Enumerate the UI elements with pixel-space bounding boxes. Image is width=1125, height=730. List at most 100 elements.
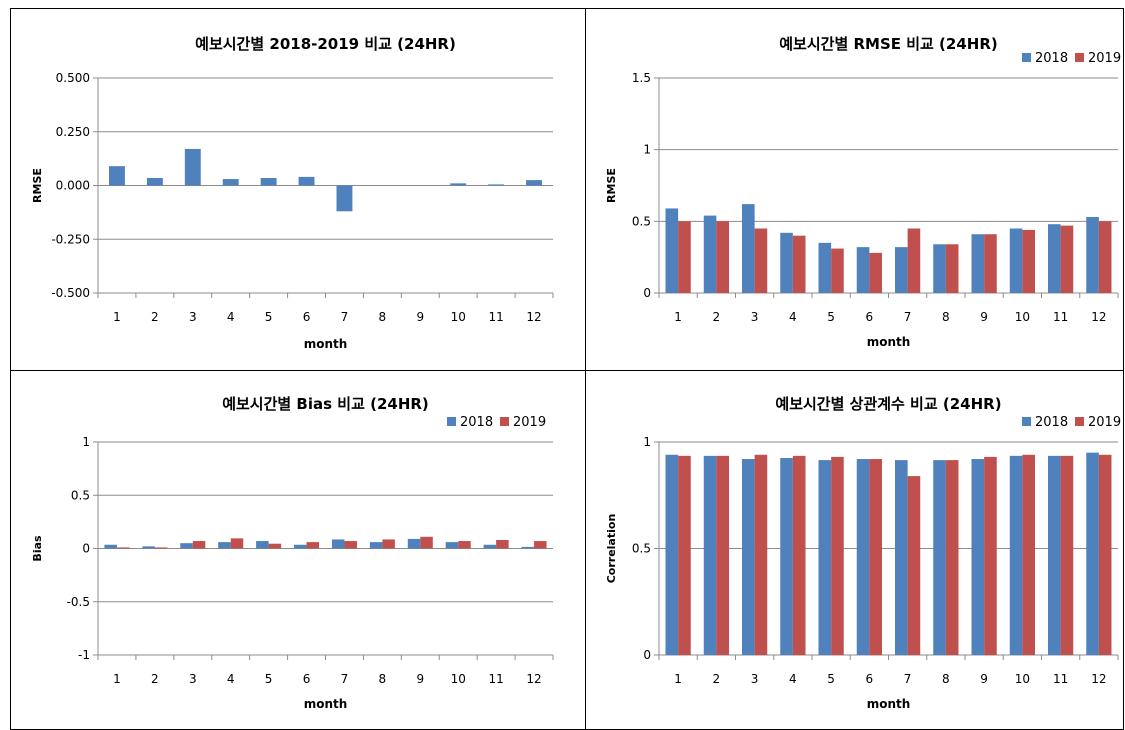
y-tick-label: 1 — [643, 143, 651, 157]
bar-2018-m10 — [1009, 228, 1023, 293]
bar-value-m5 — [260, 177, 277, 186]
y-tick-label: 0 — [643, 648, 651, 662]
x-tick-label: 2 — [151, 310, 159, 324]
chart-panel-rmse: 예보시간별 RMSE 비교 (24HR) 1.5 1 0.5 0 1 2 3 4 5 6 7 8 9 10 1… — [586, 9, 1123, 369]
x-tick-label: 4 — [227, 672, 235, 686]
chart-rmse-comparison: 예보시간별 RMSE 비교 (24HR)1.510.501 2 3 4 5 6 7 8 9 10 1… — [605, 35, 1121, 349]
x-tick-label: 8 — [942, 672, 950, 686]
y-axis-label: RMSE — [605, 168, 618, 203]
x-tick-label: 9 — [416, 310, 424, 324]
y-axis-label: RMSE — [31, 168, 44, 203]
legend-swatch-2018 — [1022, 417, 1031, 426]
bar-2018-m9 — [407, 538, 421, 549]
x-tick-label: 7 — [341, 310, 349, 324]
y-tick-label: 0 — [82, 542, 90, 556]
bar-2019-m4 — [792, 235, 806, 293]
x-axis-label: month — [867, 335, 911, 349]
x-tick-label: 3 — [189, 310, 197, 324]
bar-2018-m5 — [818, 460, 832, 655]
chart-title: 예보시간별 Bias 비교 (24HR) — [222, 395, 429, 413]
horizontal-divider — [10, 370, 1124, 371]
x-tick-label: 11 — [488, 310, 503, 324]
x-tick-label: 3 — [751, 310, 759, 324]
bar-2018-m7 — [895, 247, 908, 293]
bar-2019-m10 — [1022, 229, 1035, 293]
bar-2019-m1 — [116, 547, 130, 549]
y-tick-label: 0.5 — [632, 214, 651, 228]
bar-2018-m6 — [856, 247, 870, 293]
bar-2018-m2 — [142, 546, 155, 549]
x-tick-label: 5 — [827, 672, 835, 686]
legend-label-2019: 2019 — [1088, 415, 1121, 430]
bar-2018-m3 — [742, 204, 755, 293]
x-tick-label: 7 — [341, 672, 349, 686]
bar-2018-m3 — [180, 543, 193, 549]
x-tick-label: 8 — [942, 310, 950, 324]
bar-2019-m3 — [754, 454, 768, 655]
x-axis-label: month — [304, 337, 348, 351]
y-tick-label: -0.500 — [51, 286, 90, 300]
x-tick-label: 10 — [1015, 672, 1030, 686]
y-tick-label: 0.5 — [632, 542, 651, 556]
y-tick-label: 1 — [643, 435, 651, 449]
x-tick-label: 6 — [303, 310, 311, 324]
bar-2019-m12 — [534, 541, 547, 549]
bar-2019-m8 — [945, 460, 959, 655]
bar-value-m10 — [450, 183, 467, 186]
x-tick-label: 1 — [674, 310, 682, 324]
x-tick-label: 12 — [1091, 672, 1106, 686]
y-tick-label: 0 — [643, 286, 651, 300]
legend-label-2019: 2019 — [513, 415, 546, 430]
x-tick-label: 10 — [1015, 310, 1030, 324]
x-tick-label: 5 — [265, 310, 273, 324]
x-tick-label: 1 — [674, 672, 682, 686]
y-tick-label: 0.000 — [56, 179, 90, 193]
bar-2018-m4 — [780, 232, 793, 293]
y-axis-label: Bias — [31, 535, 44, 562]
y-axis-label: Correlation — [605, 514, 618, 584]
x-tick-label: 6 — [866, 672, 874, 686]
bar-2019-m1 — [678, 221, 691, 293]
bar-value-m3 — [184, 148, 201, 186]
bar-value-m12 — [526, 180, 543, 186]
x-tick-label: 11 — [488, 672, 503, 686]
bar-2019-m11 — [496, 539, 509, 549]
bar-2018-m1 — [104, 544, 117, 549]
chart-panel-correlation: 예보시간별 상관계수 비교 (24HR) 1 0.5 0 1 2 3 4 5 6 7 8 9 10 11 12… — [586, 371, 1123, 729]
bar-2019-m12 — [1098, 221, 1112, 293]
y-tick-label: 0.500 — [56, 71, 90, 85]
bar-value-m2 — [146, 177, 163, 186]
x-tick-label: 4 — [789, 672, 797, 686]
chart-correlation-comparison: 예보시간별 상관계수 비교 (24HR)10.501 2 3 4 5 6 7 8 9 10 11 12… — [605, 395, 1121, 711]
bar-2019-m1 — [678, 455, 691, 655]
bar-2018-m9 — [971, 234, 985, 293]
bar-2019-m5 — [268, 543, 282, 549]
bar-2018-m1 — [665, 454, 679, 655]
bar-2019-m9 — [984, 234, 997, 293]
x-tick-label: 9 — [980, 310, 988, 324]
bar-2018-m6 — [856, 459, 870, 655]
x-tick-label: 12 — [526, 310, 541, 324]
bar-2019-m5 — [831, 456, 844, 655]
x-axis-label: month — [304, 697, 348, 711]
bar-2018-m7 — [331, 539, 345, 549]
x-tick-label: 8 — [379, 672, 387, 686]
x-tick-label: 5 — [827, 310, 835, 324]
bar-2019-m2 — [716, 455, 729, 655]
x-tick-label: 9 — [980, 672, 988, 686]
legend-label-2019: 2019 — [1088, 51, 1121, 66]
bar-2018-m4 — [780, 457, 793, 655]
x-tick-label: 2 — [151, 672, 159, 686]
bar-value-m1 — [108, 166, 125, 186]
y-tick-label: -1 — [78, 648, 90, 662]
y-tick-label: 0.5 — [71, 488, 90, 502]
bar-2018-m11 — [1048, 455, 1061, 655]
bar-2019-m6 — [869, 459, 882, 655]
bar-2019-m9 — [420, 536, 433, 549]
bar-2018-m1 — [665, 208, 679, 293]
chart-title: 예보시간별 2018-2019 비교 (24HR) — [195, 35, 456, 53]
x-tick-label: 9 — [416, 672, 424, 686]
legend-swatch-2019 — [1075, 417, 1084, 426]
bar-value-m4 — [222, 179, 239, 186]
bar-2019-m2 — [154, 547, 168, 549]
